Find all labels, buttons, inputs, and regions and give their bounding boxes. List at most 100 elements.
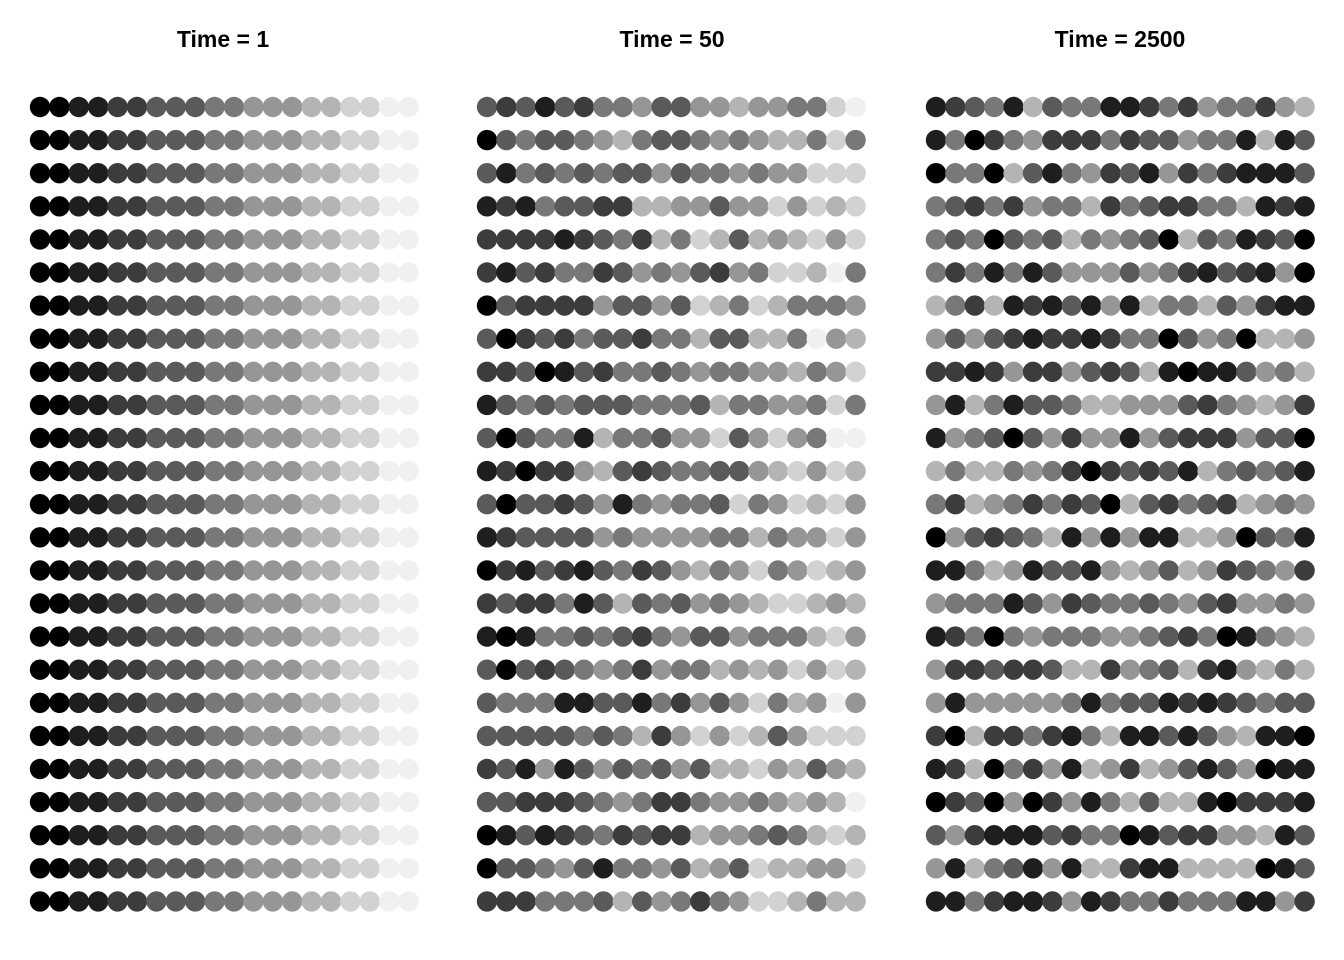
dot-point: [30, 858, 50, 878]
dot-point: [263, 858, 283, 878]
dot-point: [30, 693, 50, 713]
dot-point: [671, 163, 691, 183]
dot-point: [49, 626, 69, 646]
dot-point: [516, 858, 536, 878]
dot-point: [651, 494, 671, 514]
dot-point: [1275, 329, 1295, 349]
dot-point: [768, 626, 788, 646]
dot-point: [301, 262, 321, 282]
dot-point: [1003, 295, 1023, 315]
dot-point: [1256, 759, 1276, 779]
dot-point: [926, 428, 946, 448]
dot-point: [768, 130, 788, 150]
dot-point: [926, 196, 946, 216]
dot-point: [748, 626, 768, 646]
dot-point: [768, 560, 788, 580]
dot-point: [243, 891, 263, 911]
dot-point: [321, 825, 341, 845]
dot-point: [984, 196, 1004, 216]
dot-point: [574, 163, 594, 183]
dot-point: [787, 527, 807, 547]
dot-point: [1003, 163, 1023, 183]
dot-point: [787, 626, 807, 646]
dot-point: [1256, 97, 1276, 117]
dot-point: [1003, 329, 1023, 349]
dot-point: [748, 593, 768, 613]
dot-point: [49, 130, 69, 150]
dot-point: [516, 726, 536, 746]
dot-point: [965, 362, 985, 382]
dot-point: [243, 693, 263, 713]
dot-point: [1256, 428, 1276, 448]
dot-point: [651, 858, 671, 878]
dot-point: [613, 726, 633, 746]
dot-point: [965, 759, 985, 779]
dot-point: [1275, 163, 1295, 183]
dot-point: [945, 428, 965, 448]
dot-point: [379, 362, 399, 382]
dot-point: [1023, 593, 1043, 613]
dot-point: [282, 295, 302, 315]
dot-point: [1042, 130, 1062, 150]
dot-point: [535, 792, 555, 812]
dot-point: [49, 825, 69, 845]
dot-point: [379, 196, 399, 216]
dot-point: [1217, 362, 1237, 382]
dot-point: [301, 759, 321, 779]
dot-point: [88, 593, 108, 613]
dot-point: [1197, 196, 1217, 216]
dot-point: [1120, 494, 1140, 514]
dot-point: [49, 329, 69, 349]
dot-point: [593, 461, 613, 481]
dot-point: [166, 560, 186, 580]
dot-point: [1294, 461, 1314, 481]
dot-point: [282, 660, 302, 680]
dot-point: [1003, 726, 1023, 746]
dot-point: [516, 461, 536, 481]
dot-point: [1275, 395, 1295, 415]
dot-point: [613, 428, 633, 448]
dot-point: [593, 560, 613, 580]
dot-point: [807, 130, 827, 150]
dot-point: [807, 626, 827, 646]
dot-point: [1023, 891, 1043, 911]
dot-point: [1294, 593, 1314, 613]
dot-point: [243, 461, 263, 481]
dot-point: [787, 295, 807, 315]
dot-point: [826, 825, 846, 845]
dot-point: [845, 395, 865, 415]
dot-point: [1275, 295, 1295, 315]
dot-point: [107, 362, 127, 382]
dot-point: [107, 295, 127, 315]
dot-point: [787, 858, 807, 878]
dot-point: [787, 660, 807, 680]
dot-point: [1139, 395, 1159, 415]
dot-point: [1275, 262, 1295, 282]
dot-point: [671, 593, 691, 613]
dot-point: [807, 660, 827, 680]
dot-point: [243, 527, 263, 547]
dot-point: [1197, 362, 1217, 382]
dot-point: [69, 560, 89, 580]
dot-point: [965, 792, 985, 812]
dot-point: [1042, 891, 1062, 911]
dot-point: [1062, 163, 1082, 183]
dot-point: [807, 262, 827, 282]
dot-point: [379, 97, 399, 117]
dot-point: [340, 262, 360, 282]
dot-point: [1197, 163, 1217, 183]
dot-point: [1003, 428, 1023, 448]
dot-point: [1062, 428, 1082, 448]
dot-point: [166, 461, 186, 481]
dot-point: [554, 626, 574, 646]
dot-point: [477, 693, 497, 713]
dot-point: [787, 494, 807, 514]
dot-point: [535, 461, 555, 481]
dot-point: [1159, 428, 1179, 448]
dot-point: [166, 825, 186, 845]
dot-point: [690, 792, 710, 812]
dot-point: [632, 726, 652, 746]
dot-point: [321, 693, 341, 713]
dot-point: [632, 660, 652, 680]
dot-point: [398, 97, 418, 117]
